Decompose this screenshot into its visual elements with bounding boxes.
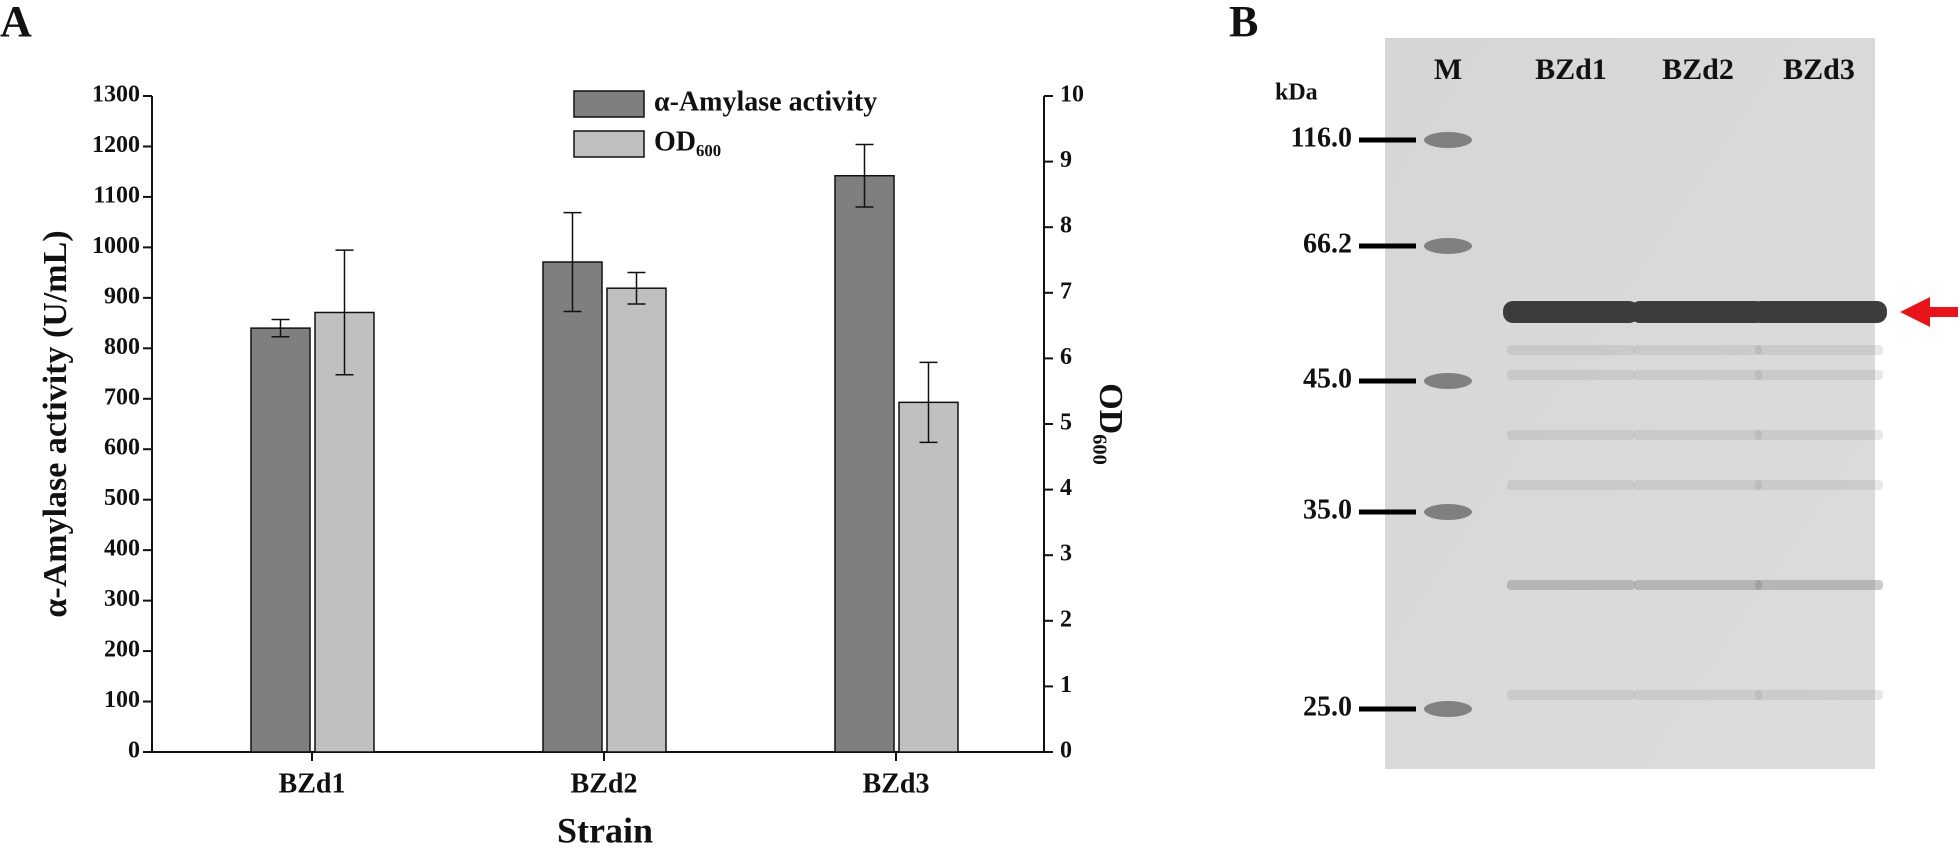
bar [314, 311, 375, 753]
y-tick-label: 900 [104, 283, 140, 309]
y2-tick-label: 3 [1060, 541, 1072, 567]
y-tick-label: 1100 [93, 182, 140, 208]
marker-label: 25.0 [1303, 691, 1352, 722]
legend-swatch [573, 130, 645, 158]
y2-tick-label: 5 [1060, 410, 1072, 436]
y-axis-label: α-Amylase activity (U/mL) [37, 230, 74, 617]
panel-label: B [1229, 0, 1258, 46]
error-bar [919, 361, 938, 444]
ladder-band [1424, 701, 1472, 717]
faint-band [1634, 430, 1762, 440]
faint-band [1507, 480, 1635, 490]
x-tick-label: BZd2 [571, 768, 638, 799]
y-tick-label: 1000 [92, 233, 140, 259]
panel-label: A [0, 0, 32, 46]
marker-label: 35.0 [1303, 494, 1352, 525]
y2-tick-label: 0 [1060, 738, 1072, 764]
faint-band [1507, 370, 1635, 380]
y-tick-label: 100 [104, 687, 140, 713]
y-tick-label: 200 [104, 637, 140, 663]
legend-label: α-Amylase activity [654, 86, 877, 117]
ladder-band [1424, 373, 1472, 389]
y-tick-label: 300 [104, 586, 140, 612]
faint-band [1755, 430, 1883, 440]
ladder-band [1424, 504, 1472, 520]
faint-band [1634, 480, 1762, 490]
main-band [1751, 301, 1887, 323]
bar [898, 401, 959, 753]
gel-image [1385, 38, 1875, 769]
y2-tick-label: 6 [1060, 344, 1072, 370]
faint-band [1634, 345, 1762, 355]
y-tick-label: 400 [104, 536, 140, 562]
ladder-band [1424, 132, 1472, 148]
y2-tick-label: 7 [1060, 278, 1072, 304]
x-tick-label: BZd1 [279, 768, 346, 799]
faint-band [1634, 690, 1762, 700]
bar [606, 287, 667, 753]
error-bar [855, 143, 874, 208]
y2-tick-label: 10 [1060, 82, 1084, 108]
faint-band [1755, 370, 1883, 380]
x-tick-label: BZd3 [863, 768, 930, 799]
faint-band [1507, 345, 1635, 355]
y2-tick-label: 8 [1060, 213, 1072, 239]
lane-label: BZd3 [1783, 53, 1855, 86]
y2-tick-label: 9 [1060, 147, 1072, 173]
legend-label: OD₆₀₀ [654, 126, 721, 157]
y2-tick-label: 4 [1060, 475, 1072, 501]
y-tick-label: 1200 [92, 132, 140, 158]
error-bar [335, 249, 354, 376]
ladder-band [1424, 238, 1472, 254]
unit-label: kDa [1275, 80, 1318, 106]
y2-tick-label: 2 [1060, 606, 1072, 632]
error-bar [627, 271, 646, 305]
faint-band [1634, 370, 1762, 380]
y-tick-label: 800 [104, 334, 140, 360]
lane-label: BZd2 [1662, 53, 1734, 86]
y-tick-label: 700 [104, 384, 140, 410]
faint-band [1507, 690, 1635, 700]
faint-band [1755, 690, 1883, 700]
lane-label: M [1434, 53, 1462, 86]
y2-axis-label: OD₆₀₀ [1092, 383, 1129, 465]
y-tick-label: 0 [128, 738, 140, 764]
y2-tick-label: 1 [1060, 672, 1072, 698]
main-band [1630, 301, 1766, 323]
marker-label: 116.0 [1291, 122, 1352, 153]
faint-band [1755, 480, 1883, 490]
target-arrow [1900, 297, 1958, 327]
faint-band [1507, 580, 1635, 590]
y-tick-label: 600 [104, 435, 140, 461]
bar [834, 174, 895, 753]
bar [542, 261, 603, 753]
error-bar [563, 211, 582, 313]
bar [250, 327, 311, 753]
faint-band [1755, 580, 1883, 590]
x-axis-label: Strain [557, 810, 653, 850]
y-tick-label: 500 [104, 485, 140, 511]
faint-band [1755, 345, 1883, 355]
y-tick-label: 1300 [92, 82, 140, 108]
legend-swatch [573, 90, 645, 118]
error-bar [271, 318, 290, 338]
faint-band [1507, 430, 1635, 440]
main-band [1503, 301, 1639, 323]
marker-label: 45.0 [1303, 363, 1352, 394]
faint-band [1634, 580, 1762, 590]
marker-label: 66.2 [1303, 228, 1352, 259]
lane-label: BZd1 [1535, 53, 1607, 86]
